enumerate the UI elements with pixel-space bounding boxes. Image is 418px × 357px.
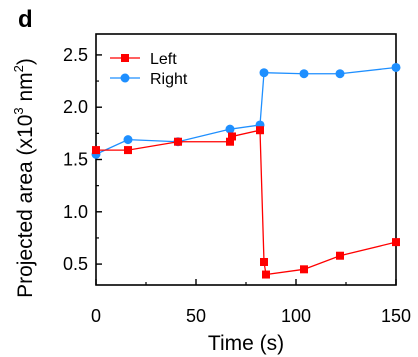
x-tick-label: 50	[186, 306, 206, 326]
y-tick-label: 1.5	[63, 150, 88, 170]
data-point-right	[123, 135, 133, 145]
y-tick-label: 1.0	[63, 202, 88, 222]
y-axis-title-close: )	[14, 58, 37, 65]
data-point-right	[299, 69, 309, 79]
x-axis: 0 50 100 150	[91, 279, 411, 326]
x-tick-label: 100	[281, 306, 311, 326]
plot-area	[95, 33, 397, 286]
series-layer	[91, 62, 401, 279]
y-tick-label: 2.0	[63, 97, 88, 117]
data-point-left	[92, 146, 100, 155]
series-right	[91, 62, 401, 159]
y-tick-label: 0.5	[63, 254, 88, 274]
data-point-right	[391, 62, 401, 72]
data-point-left	[262, 270, 270, 279]
data-point-right	[259, 68, 269, 78]
panel-letter: d	[18, 6, 33, 33]
data-point-left	[336, 251, 344, 260]
series-left	[92, 126, 400, 279]
y-axis-title-exp2: 2	[11, 65, 26, 72]
legend-label-right: Right	[150, 71, 188, 88]
data-point-left	[228, 132, 236, 141]
x-tick-label: 0	[91, 306, 101, 326]
y-tick-label: 2.5	[63, 45, 88, 65]
data-point-right	[225, 124, 235, 134]
data-point-left	[124, 146, 132, 155]
y-axis-title: Projected area (x103 nm2)	[11, 58, 37, 298]
y-axis-title-main: Projected area (x10	[14, 115, 37, 298]
data-point-left	[226, 137, 234, 146]
legend-marker-right	[120, 73, 130, 83]
series-line-left	[96, 129, 397, 276]
x-tick-label: 150	[381, 306, 411, 326]
y-axis-title-exp1: 3	[11, 107, 26, 114]
data-point-left	[256, 126, 264, 135]
x-axis-title: Time (s)	[208, 332, 284, 355]
y-axis: 0.5 1.0 1.5 2.0 2.5	[63, 45, 102, 274]
y-axis-title-unit: nm	[14, 72, 37, 107]
legend-label-left: Left	[150, 51, 177, 68]
legend-marker-left	[121, 54, 129, 62]
legend: Left Right	[110, 51, 188, 88]
series-line-right	[95, 66, 397, 155]
data-point-left	[260, 257, 268, 266]
data-point-left	[174, 137, 182, 146]
data-point-right	[335, 69, 345, 79]
plot-frame	[95, 33, 397, 286]
data-point-left	[300, 265, 308, 274]
data-point-left	[392, 238, 400, 247]
